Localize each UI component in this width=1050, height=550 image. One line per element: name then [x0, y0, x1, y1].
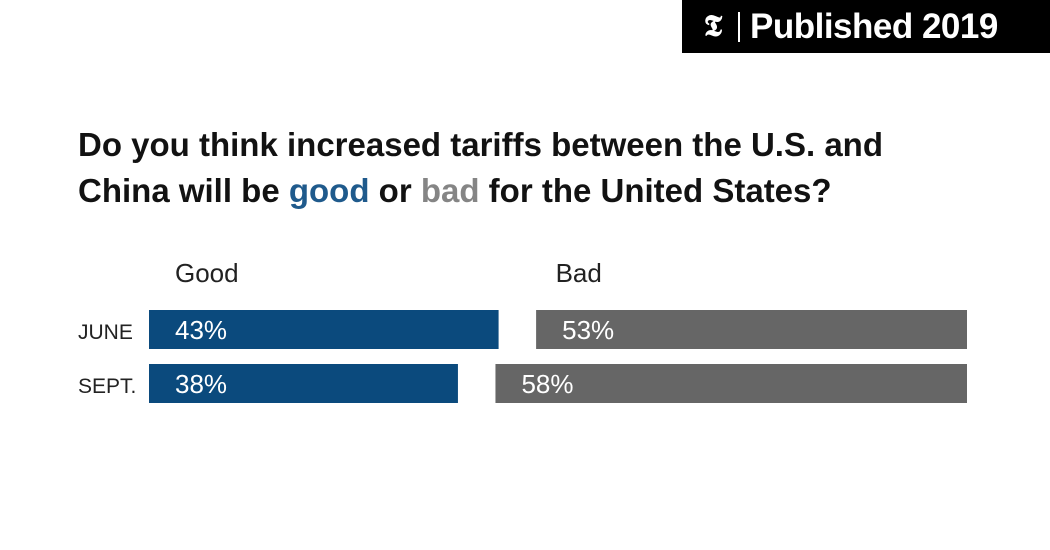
category-label-0: JUNE [78, 321, 133, 344]
question-part-2: or [369, 172, 421, 209]
bar-label-bad-0: 53% [562, 315, 614, 345]
chart-question: Do you think increased tariffs between t… [78, 122, 978, 214]
series-header-good: Good [175, 258, 239, 288]
question-good-word: good [288, 172, 370, 209]
bar-good-1 [149, 364, 458, 403]
question-part-3: for the United States? [479, 172, 832, 209]
published-badge: 𝕿 Published 2019 [682, 0, 1050, 53]
bar-good-0 [149, 310, 499, 349]
series-header-bad: Bad [556, 258, 602, 288]
bar-label-good-1: 38% [175, 369, 227, 399]
badge-divider [738, 11, 740, 42]
bar-label-good-0: 43% [175, 315, 227, 345]
bar-bad-0 [536, 310, 967, 349]
published-label: Published 2019 [750, 6, 998, 46]
question-bad-word: bad [420, 172, 480, 209]
category-label-1: SEPT. [78, 375, 136, 398]
bar-label-bad-1: 58% [521, 369, 573, 399]
nyt-logo-icon: 𝕿 [703, 8, 723, 44]
question-part-1: Do you think increased tariffs between t… [78, 126, 883, 209]
bar-bad-1 [495, 364, 967, 403]
